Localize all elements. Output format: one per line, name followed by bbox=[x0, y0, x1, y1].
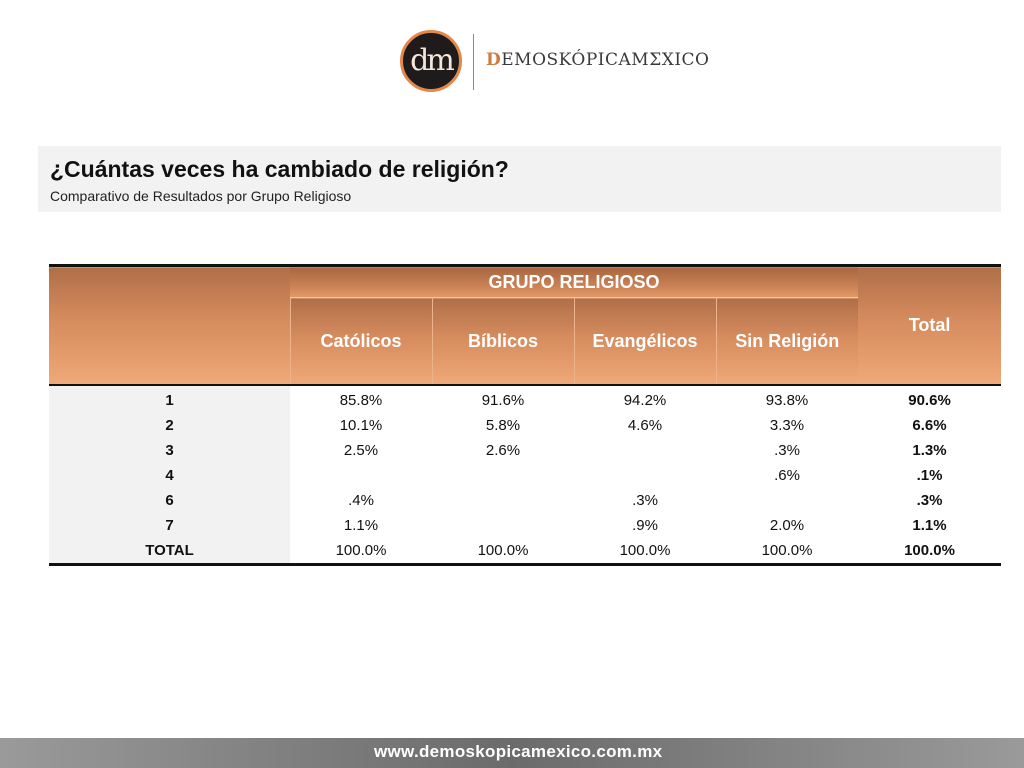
row-label: 1 bbox=[49, 384, 290, 413]
table-header: GRUPO RELIGIOSO Total Católicos Bíblicos… bbox=[49, 264, 1002, 385]
column-header-evangelicos: Evangélicos bbox=[573, 297, 716, 385]
table-header-sub-row: Católicos Bíblicos Evangélicos Sin Relig… bbox=[49, 297, 1001, 385]
cell-evangelicos bbox=[574, 438, 716, 463]
page-title: ¿Cuántas veces ha cambiado de religión? bbox=[50, 156, 509, 182]
cell-sin-religion: 100.0% bbox=[716, 538, 859, 566]
footer-bar: www.demoskopicamexico.com.mx bbox=[0, 738, 1024, 768]
cell-sin-religion: 3.3% bbox=[769, 417, 805, 434]
logo-letter-d: D bbox=[486, 50, 502, 70]
title-band: ¿Cuántas veces ha cambiado de religión? … bbox=[38, 146, 1001, 212]
logo-word-mexico: ΣXICO bbox=[649, 50, 710, 70]
group-header: GRUPO RELIGIOSO bbox=[290, 264, 859, 298]
cell-sin-religion: .3% bbox=[774, 442, 800, 459]
cell-catolicos: 100.0% bbox=[290, 538, 432, 566]
footer-url[interactable]: www.demoskopicamexico.com.mx bbox=[374, 742, 663, 761]
cell-catolicos: .4% bbox=[348, 492, 374, 509]
logo-letter-m: M bbox=[631, 50, 650, 70]
cell-sin-religion: .6% bbox=[774, 467, 800, 484]
table-row: 6 .4% .3% .3% bbox=[49, 488, 1001, 513]
row-label: TOTAL bbox=[49, 538, 290, 566]
cell-evangelicos: 4.6% bbox=[627, 417, 663, 434]
cell-biblicos: 100.0% bbox=[432, 538, 574, 566]
cell-total: 6.6% bbox=[912, 417, 947, 434]
cell-total: 1.1% bbox=[912, 517, 947, 534]
cell-evangelicos: .9% bbox=[632, 517, 658, 534]
row-label: 2 bbox=[49, 413, 290, 438]
table-row: 3 2.5% 2.6% .3% 1.3% bbox=[49, 438, 1001, 463]
cell-evangelicos: 94.2% bbox=[574, 384, 716, 413]
logo-word-demoskopica: EMOSKÓPICA bbox=[501, 50, 632, 70]
logo-monogram-circle: dm bbox=[400, 30, 462, 92]
cell-sin-religion bbox=[716, 488, 858, 513]
cell-total: 1.3% bbox=[912, 442, 947, 459]
cell-catolicos: 10.1% bbox=[339, 417, 383, 434]
cell-total: 100.0% bbox=[858, 538, 1002, 566]
row-label: 7 bbox=[49, 513, 290, 538]
table-row: 2 10.1% 5.8% 4.6% 3.3% 6.6% bbox=[49, 413, 1001, 438]
cell-total: .1% bbox=[916, 467, 943, 484]
cell-catolicos bbox=[290, 463, 432, 488]
page-subtitle: Comparativo de Resultados por Grupo Reli… bbox=[50, 188, 352, 204]
row-label: 6 bbox=[49, 488, 290, 513]
cell-total: 90.6% bbox=[858, 384, 1002, 413]
cell-evangelicos bbox=[574, 463, 716, 488]
logo-wordmark: DEMOSKÓPICAMΣXICO bbox=[486, 50, 710, 70]
cell-catolicos: 1.1% bbox=[343, 517, 379, 534]
cell-biblicos: 5.8% bbox=[485, 417, 521, 434]
cell-biblicos: 2.6% bbox=[485, 442, 521, 459]
column-header-catolicos: Católicos bbox=[289, 297, 432, 385]
table-row: 4 .6% .1% bbox=[49, 463, 1001, 488]
row-label: 3 bbox=[49, 438, 290, 463]
logo-monogram: dm bbox=[410, 43, 455, 78]
cell-catolicos: 85.8% bbox=[290, 384, 432, 413]
results-table-container: GRUPO RELIGIOSO Total Católicos Bíblicos… bbox=[49, 264, 1002, 566]
cell-evangelicos: .3% bbox=[632, 492, 658, 509]
cell-catolicos: 2.5% bbox=[343, 442, 379, 459]
cell-sin-religion: 2.0% bbox=[769, 517, 805, 534]
company-logo: dm DEMOSKÓPICAMΣXICO bbox=[400, 30, 709, 94]
table-row: 7 1.1% .9% 2.0% 1.1% bbox=[49, 513, 1001, 538]
column-header-biblicos: Bíblicos bbox=[431, 297, 574, 385]
cell-biblicos bbox=[432, 513, 574, 538]
column-header-sin-religion: Sin Religión bbox=[715, 297, 859, 385]
cell-biblicos: 91.6% bbox=[432, 384, 574, 413]
row-label: 4 bbox=[49, 463, 290, 488]
cell-sin-religion: 93.8% bbox=[716, 384, 859, 413]
table-row: 1 85.8% 91.6% 94.2% 93.8% 90.6% bbox=[49, 384, 1002, 413]
table-header-group-row: GRUPO RELIGIOSO Total bbox=[49, 264, 1002, 385]
table-row-total: TOTAL 100.0% 100.0% 100.0% 100.0% 100.0% bbox=[49, 538, 1002, 566]
table-body: 1 85.8% 91.6% 94.2% 93.8% 90.6% 2 10.1% … bbox=[49, 384, 1002, 566]
cell-biblicos bbox=[432, 488, 574, 513]
logo-divider bbox=[473, 34, 474, 90]
cell-total: .3% bbox=[916, 492, 943, 509]
cell-evangelicos: 100.0% bbox=[574, 538, 716, 566]
cell-biblicos bbox=[432, 463, 574, 488]
results-table: GRUPO RELIGIOSO Total Católicos Bíblicos… bbox=[49, 264, 1002, 566]
total-column-header: Total bbox=[858, 264, 1002, 385]
table-corner-cell bbox=[49, 264, 290, 385]
